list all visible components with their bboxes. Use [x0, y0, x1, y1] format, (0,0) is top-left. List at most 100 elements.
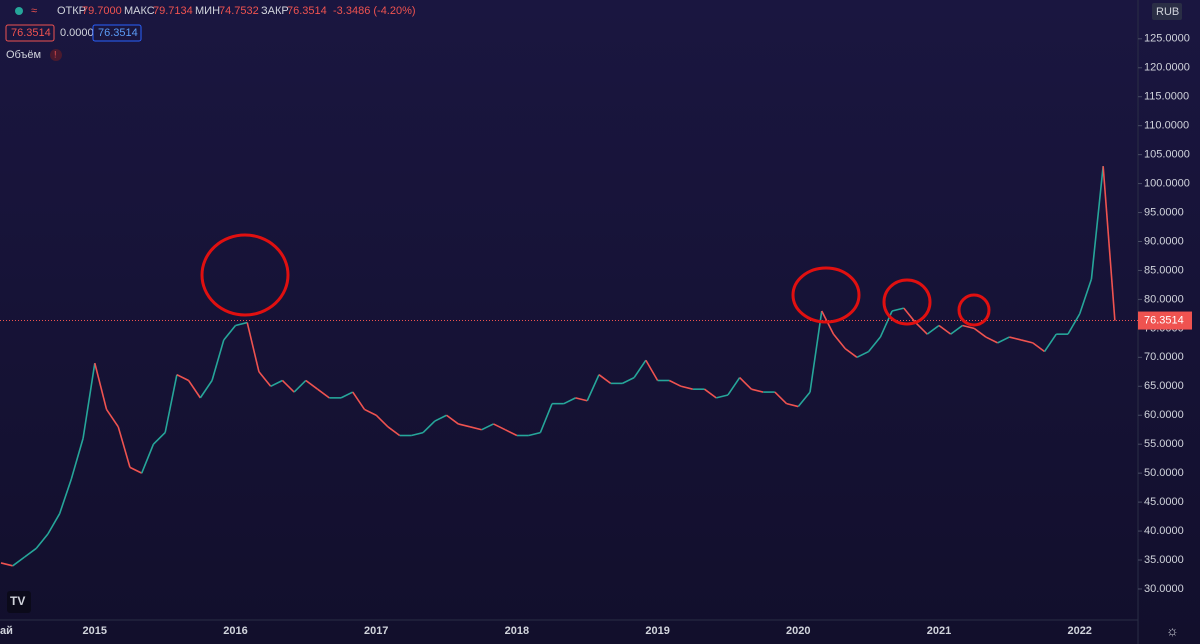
symbol-icon[interactable]: ≈ [31, 5, 37, 17]
currency-box[interactable] [1152, 3, 1182, 20]
price-segment [938, 324, 952, 335]
warning-icon[interactable] [50, 49, 62, 61]
change-value: -3.3486 (-4.20%) [333, 5, 416, 17]
low-label: МИН [195, 5, 220, 17]
price-segment [164, 374, 178, 433]
y-tick-label: 45.0000 [1144, 496, 1184, 508]
price-segment [1078, 278, 1093, 315]
price-segment [598, 374, 612, 385]
price-segment [633, 359, 647, 379]
price-segment [704, 388, 717, 399]
price-segment [199, 380, 213, 399]
open-value: 79.7000 [82, 5, 122, 17]
price-segment [258, 371, 272, 387]
high-label: МАКС [124, 5, 155, 17]
price-segment [504, 429, 518, 437]
currency[interactable]: RUB [1156, 6, 1179, 18]
badge-box [5, 24, 55, 42]
badge: 76.3514 [98, 27, 138, 39]
y-tick-label: 60.0000 [1144, 409, 1184, 421]
price-segment [539, 403, 553, 433]
price-segment [985, 336, 998, 344]
logo[interactable] [7, 591, 31, 613]
price-segment [129, 466, 143, 474]
highlight-circle [791, 266, 861, 324]
price-segment [305, 379, 319, 390]
badge: 76.3514 [11, 27, 51, 39]
price-segment [446, 414, 459, 425]
y-tick-label: 110.0000 [1144, 120, 1189, 132]
badge: 0.0000 [60, 27, 94, 39]
x-tick-label: 2018 [505, 625, 529, 637]
price-segment [434, 414, 447, 422]
last-price-label: 76.3514 [1144, 314, 1184, 326]
logo-mark: TV [10, 594, 25, 608]
x-tick-label: 2017 [364, 625, 388, 637]
x-tick-label: 2020 [786, 625, 810, 637]
price-segment [797, 391, 811, 408]
price-segment [926, 324, 940, 335]
y-tick-label: 35.0000 [1144, 554, 1184, 566]
price-segment [23, 547, 37, 558]
price-segment [1032, 342, 1046, 353]
price-segment [1020, 339, 1033, 344]
price-segment [832, 333, 846, 350]
price-segment [0, 562, 13, 567]
y-tick-label: 125.0000 [1144, 33, 1190, 45]
open-label: ОТКР [57, 5, 86, 17]
price-segment [973, 327, 987, 338]
price-segment [493, 423, 506, 431]
price-segment [680, 385, 693, 390]
y-tick-label: 120.0000 [1144, 62, 1190, 74]
low-value: 74.7532 [219, 5, 259, 17]
x-tick-label: 2016 [223, 625, 247, 637]
price-segment [997, 336, 1010, 344]
settings-icon[interactable]: ☼ [1166, 623, 1179, 639]
y-tick-label: 115.0000 [1144, 91, 1189, 103]
price-segment [375, 414, 389, 428]
status-dot[interactable] [15, 7, 23, 15]
price-segment [528, 431, 541, 437]
price-segment [387, 426, 401, 437]
price-segment [340, 391, 354, 399]
price-segment [774, 391, 788, 405]
price-segment [469, 426, 482, 431]
highlight-circle [957, 293, 991, 327]
price-segment [1067, 313, 1081, 335]
price-segment [246, 322, 260, 372]
y-tick-label: 40.0000 [1144, 525, 1184, 537]
y-tick-label: 105.0000 [1144, 149, 1190, 161]
y-tick-label: 70.0000 [1144, 351, 1184, 363]
price-segment [317, 388, 330, 399]
y-tick-label: 50.0000 [1144, 467, 1184, 479]
price-segment [94, 362, 108, 410]
price-segment [293, 379, 307, 393]
x-tick-label: 2021 [927, 625, 951, 637]
price-segment [58, 478, 73, 514]
price-segment [645, 359, 659, 381]
price-segment [868, 336, 881, 353]
y-tick-label: 95.0000 [1144, 206, 1184, 218]
y-tick-label: 90.0000 [1144, 235, 1184, 247]
price-segment [1009, 336, 1022, 341]
price-segment [575, 397, 588, 402]
price-segment [751, 388, 764, 393]
highlight-circle [200, 233, 290, 317]
price-segment [914, 322, 928, 335]
badge-box [92, 24, 142, 42]
price-segment [140, 443, 155, 474]
close-label: ЗАКР [261, 5, 289, 17]
warning-mark: ! [54, 49, 57, 59]
price-segment [281, 379, 295, 393]
x-tick-label: 2022 [1067, 625, 1091, 637]
volume-label[interactable]: Объём [6, 49, 41, 61]
price-segment [47, 513, 61, 535]
price-segment [235, 321, 248, 327]
price-segment [270, 379, 283, 388]
price-segment [950, 324, 963, 335]
price-segment [364, 408, 377, 416]
price-segment [422, 420, 436, 434]
